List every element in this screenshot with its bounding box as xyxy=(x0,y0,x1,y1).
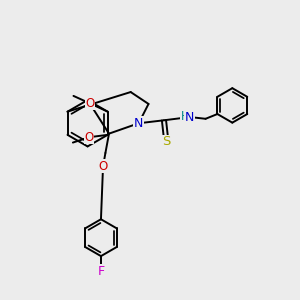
Text: O: O xyxy=(98,160,108,173)
Text: O: O xyxy=(85,97,94,110)
Text: N: N xyxy=(184,111,194,124)
Text: S: S xyxy=(162,135,170,148)
Text: O: O xyxy=(85,131,94,144)
Text: H: H xyxy=(180,110,189,123)
Text: N: N xyxy=(134,117,143,130)
Text: F: F xyxy=(98,265,104,278)
